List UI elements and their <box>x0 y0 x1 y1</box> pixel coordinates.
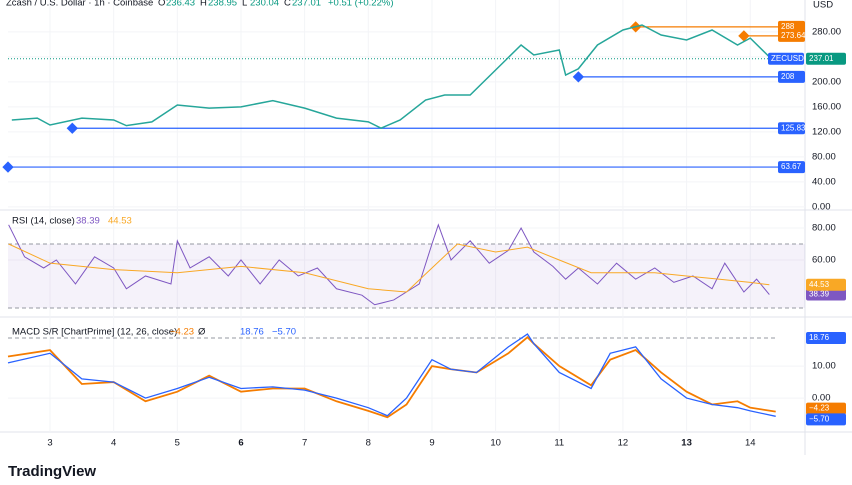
ohlc-label: H <box>200 0 207 9</box>
legend-mark: Ø <box>198 327 206 338</box>
legend-value: 44.53 <box>108 216 132 227</box>
last-value-tag: −4.23 <box>809 404 830 413</box>
x-tick-label: 8 <box>366 438 371 449</box>
ohlc-label: O <box>158 0 165 9</box>
axis-unit: USD <box>813 0 833 11</box>
level-label: 63.67 <box>781 162 802 171</box>
ohlc-value: 238.95 <box>208 0 237 9</box>
ohlc-value: 236.43 <box>166 0 195 9</box>
y-tick-label: 200.00 <box>812 76 841 87</box>
level-marker <box>572 71 585 83</box>
x-tick-label: 4 <box>111 438 116 449</box>
y-tick-label: 280.00 <box>812 26 841 37</box>
y-tick-label: 0.00 <box>812 393 831 404</box>
macd-line <box>7 336 776 419</box>
level-label: 288 <box>781 22 795 31</box>
y-tick-label: 80.00 <box>812 223 836 234</box>
title: RSI (14, close) <box>12 216 75 227</box>
ohlc-value: 230.04 <box>250 0 279 9</box>
level-label: 208 <box>781 72 795 81</box>
change: +0.51 (+0.22%) <box>328 0 394 9</box>
y-tick-label: 120.00 <box>812 126 841 137</box>
last-value-tag-bg <box>806 413 846 426</box>
level-label-bg <box>778 29 805 42</box>
legend-value: −4.23 <box>170 327 194 338</box>
level-marker <box>2 161 14 173</box>
x-tick-label: 5 <box>175 438 180 449</box>
legend-value: −5.70 <box>272 327 296 338</box>
last-value-tag-bg <box>806 402 846 415</box>
rsi-line <box>8 243 770 293</box>
last-value-tag: −5.70 <box>809 414 830 423</box>
last-value-tag-bg <box>806 288 846 301</box>
level-label-bg <box>778 122 805 135</box>
legend-value: 18.76 <box>240 327 264 338</box>
logo: TradingView <box>8 463 96 480</box>
last-price-tag-bg <box>806 52 846 65</box>
last-price-tag: 237.01 <box>809 54 834 63</box>
last-value-tag: 38.39 <box>809 290 830 299</box>
symbol-tag-bg <box>768 52 804 65</box>
symbol-tag: ZECUSD <box>771 54 804 63</box>
ohlc-label: C <box>284 0 291 9</box>
level-label-bg <box>778 70 805 83</box>
last-value-tag-bg <box>806 278 846 291</box>
level-label: 273.64 <box>781 31 806 40</box>
level-label: 125.83 <box>781 123 806 132</box>
macd-line <box>7 333 776 417</box>
price-line <box>11 24 773 129</box>
y-tick-label: 60.00 <box>812 254 836 265</box>
x-tick-label: 14 <box>745 438 756 449</box>
x-tick-label: 11 <box>554 438 564 449</box>
y-tick-label: 80.00 <box>812 151 836 162</box>
y-tick-label: 0.00 <box>812 201 831 212</box>
y-tick-label: 40.00 <box>812 176 836 187</box>
ohlc-value: 237.01 <box>292 0 321 9</box>
last-value-tag: 44.53 <box>809 280 830 289</box>
ohlc-label: L <box>242 0 247 9</box>
x-tick-label: 12 <box>618 438 629 449</box>
title: MACD S/R [ChartPrime] (12, 26, close) <box>12 327 177 338</box>
x-tick-label: 3 <box>47 438 52 449</box>
resistance-tag: 18.76 <box>809 333 830 342</box>
legend-value: 38.39 <box>76 216 100 227</box>
title: Zcash / U.S. Dollar · 1h · Coinbase <box>6 0 153 9</box>
x-tick-label: 7 <box>302 438 307 449</box>
level-label-bg <box>778 161 805 174</box>
x-tick-label: 13 <box>681 438 692 449</box>
y-tick-label: 160.00 <box>812 101 841 112</box>
resistance-tag-bg <box>806 332 846 345</box>
x-tick-label: 6 <box>238 438 243 449</box>
x-tick-label: 10 <box>490 438 501 449</box>
x-tick-label: 9 <box>429 438 434 449</box>
y-tick-label: 10.00 <box>812 361 836 372</box>
rsi-band <box>8 243 805 308</box>
